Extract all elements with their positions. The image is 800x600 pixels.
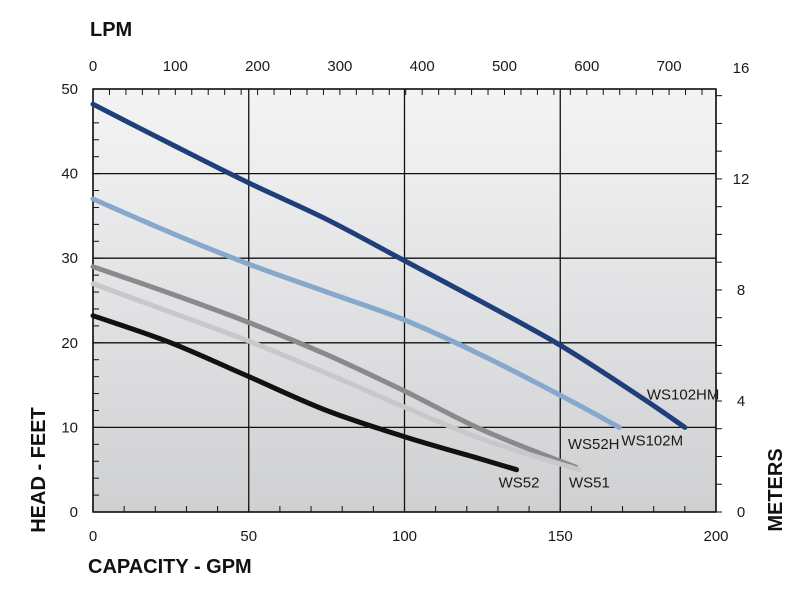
x2-tick-label: 700	[657, 58, 682, 75]
x-axis-title: CAPACITY - GPM	[88, 556, 252, 578]
series-label-ws52: WS52	[499, 475, 540, 492]
y2-tick-label: 4	[737, 393, 745, 410]
x2-tick-label: 300	[327, 58, 352, 75]
x-tick-label: 100	[392, 528, 417, 545]
series-label-ws102m: WS102M	[621, 432, 683, 449]
x2-tick-label: 400	[410, 58, 435, 75]
y-tick-label: 30	[61, 250, 78, 267]
y-tick-label: 20	[61, 335, 78, 352]
series-lines	[90, 101, 688, 473]
x2-tick-label: 100	[163, 58, 188, 75]
x2-tick-label: 0	[89, 58, 97, 75]
x-tick-label: 0	[89, 528, 97, 545]
y-tick-label: 0	[70, 504, 78, 521]
series-line-ws102hm	[90, 101, 688, 430]
series-line-ws51	[90, 281, 582, 473]
x2-axis-title: LPM	[90, 19, 132, 41]
y2-tick-label: 0	[737, 504, 745, 521]
series-line-ws52h	[90, 264, 579, 470]
y2-tick-label: 12	[733, 171, 750, 188]
x-tick-label: 50	[240, 528, 257, 545]
y2-tick-label: 16	[733, 60, 750, 77]
series-line-ws52	[90, 313, 520, 473]
y-axis-title: HEAD - FEET	[28, 407, 50, 533]
series-label-ws51: WS51	[569, 475, 610, 492]
y2-axis-title: METERS	[765, 448, 787, 531]
x2-tick-label: 500	[492, 58, 517, 75]
x2-tick-label: 200	[245, 58, 270, 75]
y2-tick-label: 8	[737, 282, 745, 299]
series-line-ws102m	[90, 196, 622, 430]
y-tick-label: 40	[61, 166, 78, 183]
y-tick-label: 50	[61, 81, 78, 98]
y-tick-label: 10	[61, 419, 78, 436]
x2-tick-label: 600	[574, 58, 599, 75]
series-label-ws52h: WS52H	[568, 436, 620, 453]
series-label-ws102hm: WS102HM	[647, 386, 720, 403]
x-tick-label: 150	[548, 528, 573, 545]
tick-marks	[92, 88, 722, 513]
x-tick-label: 200	[703, 528, 728, 545]
